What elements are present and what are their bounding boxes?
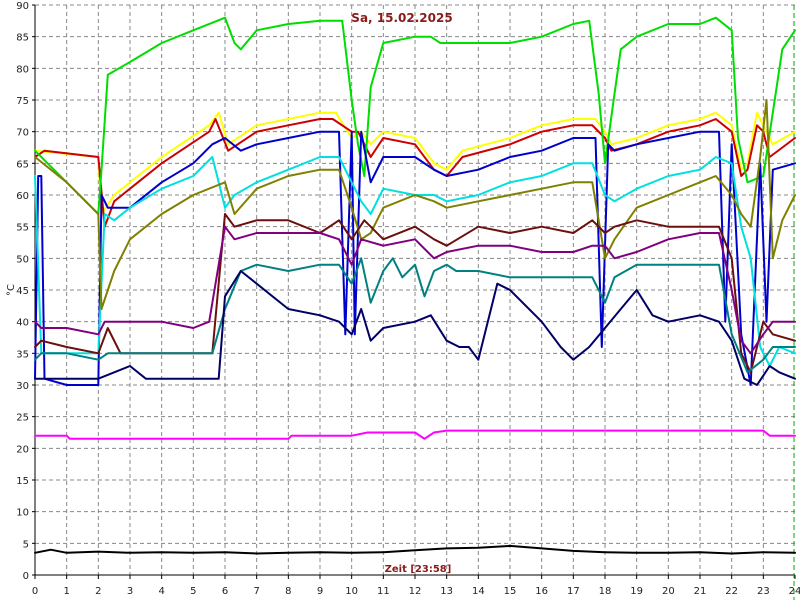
y-tick-label: 75	[16, 96, 29, 107]
y-tick-label: 65	[16, 159, 29, 170]
x-tick-label: 10	[345, 586, 358, 597]
chart-title: Sa, 15.02.2025	[351, 11, 452, 25]
y-axis-label: °C	[6, 284, 17, 296]
y-tick-label: 5	[23, 539, 29, 550]
x-tick-label: 5	[190, 586, 196, 597]
series-line-12	[34, 544, 796, 555]
series-lines	[34, 16, 796, 555]
x-tick-label: 4	[158, 586, 164, 597]
x-tick-label: 11	[377, 586, 390, 597]
x-tick-label: 20	[662, 586, 675, 597]
series-line-4	[34, 130, 796, 386]
y-tick-label: 15	[16, 476, 29, 487]
series-line-11	[34, 429, 796, 440]
x-tick-label: 1	[63, 586, 69, 597]
x-tick-label: 7	[253, 586, 259, 597]
y-tick-label: 10	[16, 508, 29, 519]
x-tick-label: 16	[535, 586, 548, 597]
y-tick-label: 35	[16, 349, 29, 360]
x-tick-label: 18	[599, 586, 612, 597]
x-tick-label: 21	[694, 586, 707, 597]
y-tick-label: 0	[23, 571, 29, 582]
y-tick-labels: 0 5 10 15 20 25 30 35 40 45 50 55 60 65 70 75 80 85 90	[16, 1, 35, 582]
y-tick-label: 40	[16, 318, 29, 329]
y-tick-label: 90	[16, 1, 29, 12]
series-line-10	[34, 270, 796, 386]
series-line-3	[34, 16, 796, 215]
y-tick-label: 50	[16, 254, 29, 265]
y-tick-label: 70	[16, 128, 29, 139]
y-tick-label: 25	[16, 413, 29, 424]
y-tick-label: 60	[16, 191, 29, 202]
y-tick-label: 45	[16, 286, 29, 297]
x-tick-label: 6	[222, 586, 228, 597]
x-tick-label: 17	[567, 586, 580, 597]
y-tick-label: 30	[16, 381, 29, 392]
y-tick-label: 55	[16, 223, 29, 234]
x-tick-label: 8	[285, 586, 291, 597]
x-tick-label: 0	[32, 586, 38, 597]
y-tick-label: 80	[16, 64, 29, 75]
series-line-1	[34, 111, 796, 215]
x-axis-label: Zeit [23:58]	[385, 564, 452, 575]
x-tick-label: 12	[409, 586, 422, 597]
x-tick-label: 24	[789, 586, 800, 597]
x-tick-label: 19	[630, 586, 643, 597]
series-line-9	[34, 257, 796, 374]
series-line-5	[34, 156, 796, 367]
series-line-8	[34, 225, 796, 355]
x-tick-label: 13	[440, 586, 453, 597]
y-tick-label: 85	[16, 33, 29, 44]
x-tick-labels: 0 1 2 3 4 5 6 7 8 9 10 11 12 13 14 15 16 17 18 19 20 21 22 23 24	[32, 575, 800, 597]
x-tick-label: 22	[725, 586, 738, 597]
series-line-6	[34, 99, 796, 310]
x-tick-label: 14	[472, 586, 485, 597]
x-tick-label: 2	[95, 586, 101, 597]
y-tick-label: 20	[16, 444, 29, 455]
x-tick-label: 9	[317, 586, 323, 597]
x-tick-label: 3	[127, 586, 133, 597]
x-tick-label: 23	[757, 586, 770, 597]
x-tick-label: 15	[504, 586, 517, 597]
